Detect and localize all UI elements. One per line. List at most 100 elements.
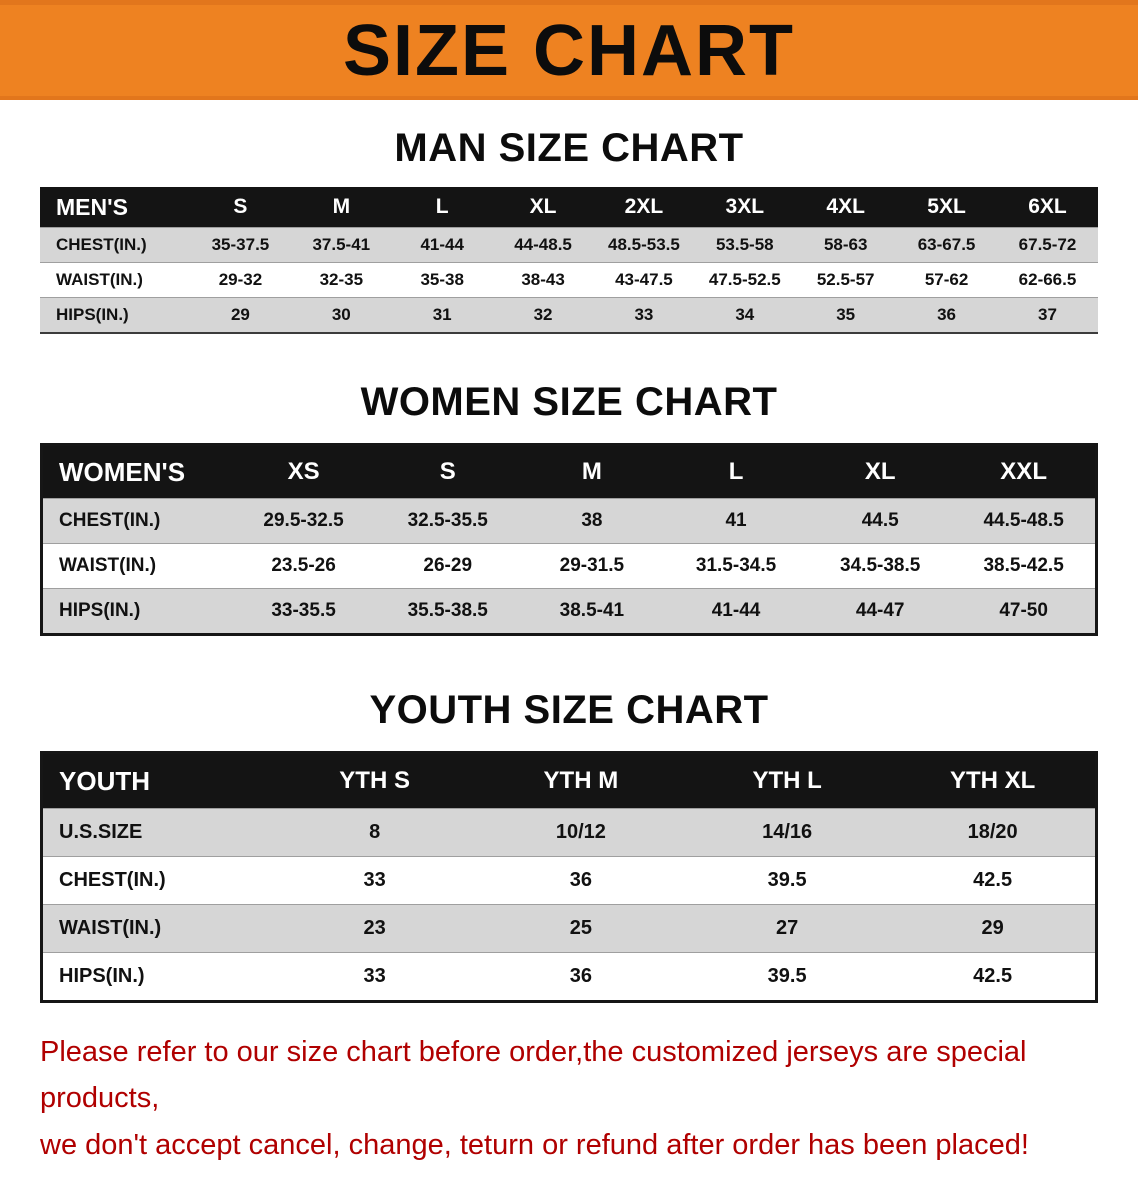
measurement-row: WAIST(IN.) 29-32 32-35 35-38 38-43 43-47.5 47.… (40, 262, 1098, 298)
value-cell: 34.5-38.5 (840, 555, 921, 576)
value-cell: 29 (981, 917, 1004, 939)
value-cell: 42.5 (973, 965, 1013, 987)
value-cell: 33 (363, 965, 386, 987)
value-cell: 39.5 (767, 869, 807, 891)
measurement-row: HIPS(IN.) 29 30 31 32 33 34 35 36 37 (40, 297, 1098, 333)
measurement-row: CHEST(IN.) 35-37.5 37.5-41 41-44 44-48.5 48.5… (40, 227, 1098, 263)
measurement-row: CHEST(IN.) 29.5-32.5 32.5-35.5 38 41 44.5 44.5… (41, 498, 1097, 544)
youth-table-header: YOUTH YTH S YTH M YTH L YTH XL (41, 752, 1097, 809)
table-corner-header-cell: YOUTH (59, 765, 150, 796)
value-cell: 38.5-41 (559, 600, 625, 621)
disclaimer-line-1: Please refer to our size chart before or… (40, 1036, 1027, 1115)
size-header-cell: M (581, 458, 602, 485)
size-header-cell: YTH L (752, 767, 822, 794)
row-label-cell: CHEST(IN.) (59, 869, 166, 891)
youth-section-heading: YOUTH SIZE CHART (369, 688, 769, 732)
value-cell: 41-44 (420, 235, 464, 254)
size-header-cell: XXL (1000, 458, 1047, 485)
value-cell: 36 (937, 305, 957, 324)
value-cell: 38.5-42.5 (983, 555, 1064, 576)
value-cell: 23 (363, 917, 386, 939)
size-header-cell: XS (287, 458, 320, 485)
size-header-cell: 3XL (725, 195, 765, 218)
row-label-cell: WAIST(IN.) (56, 270, 143, 289)
value-cell: 37 (1038, 305, 1057, 324)
measurement-row: WAIST(IN.) 23 25 27 29 (41, 904, 1097, 953)
size-header-cell: M (332, 195, 351, 218)
value-cell: 32-35 (319, 270, 364, 289)
value-cell: 35.5-38.5 (407, 600, 488, 621)
value-cell: 33-35.5 (271, 600, 336, 621)
page-title: SIZE CHART (343, 10, 795, 91)
women-table-body: CHEST(IN.) 29.5-32.5 32.5-35.5 38 41 44.5 44.5… (41, 498, 1097, 635)
value-cell: 44-48.5 (514, 235, 572, 254)
size-header-cell: 5XL (927, 195, 966, 218)
men-size-table: MEN'S S M L XL 2XL 3XL 4XL 5XL 6XL CHEST(IN.) 35-3… (40, 187, 1098, 334)
value-cell: 29.5-32.5 (263, 510, 344, 531)
value-cell: 53.5-58 (715, 235, 774, 254)
row-label-cell: HIPS(IN.) (59, 965, 145, 987)
row-label-cell: U.S.SIZE (59, 821, 143, 843)
value-cell: 30 (331, 305, 351, 324)
size-header-cell: YTH XL (949, 767, 1036, 794)
value-cell: 43-47.5 (615, 270, 673, 289)
value-cell: 10/12 (555, 821, 606, 843)
value-cell: 14/16 (762, 821, 813, 843)
value-cell: 44.5 (861, 510, 899, 531)
value-cell: 18/20 (967, 821, 1018, 843)
value-cell: 25 (569, 917, 592, 939)
value-cell: 29-31.5 (559, 555, 625, 576)
women-size-table: WOMEN'S XS S M L XL XXL CHEST(IN.) 29.5-32.5 32.… (40, 443, 1098, 636)
value-cell: 33 (363, 869, 386, 891)
value-cell: 27 (776, 917, 799, 939)
measurement-row: HIPS(IN.) 33-35.5 35.5-38.5 38.5-41 41-44 44-… (41, 588, 1097, 635)
value-cell: 48.5-53.5 (608, 235, 680, 254)
women-section-heading: WOMEN SIZE CHART (360, 380, 778, 424)
measurement-row: U.S.SIZE 8 10/12 14/16 18/20 (41, 808, 1097, 857)
value-cell: 8 (369, 821, 381, 843)
value-cell: 34 (735, 305, 755, 324)
value-cell: 32 (533, 305, 553, 324)
row-label-cell: CHEST(IN.) (56, 235, 147, 254)
table-corner-header-cell: MEN'S (56, 193, 128, 220)
table-header-row: MEN'S S M L XL 2XL 3XL 4XL 5XL 6XL (40, 187, 1098, 228)
row-label-cell: HIPS(IN.) (56, 305, 129, 324)
value-cell: 35 (836, 305, 856, 324)
value-cell: 44.5-48.5 (983, 510, 1064, 531)
size-header-cell: YTH S (339, 767, 410, 794)
size-header-cell: 6XL (1028, 195, 1067, 218)
value-cell: 39.5 (767, 965, 807, 987)
value-cell: 52.5-57 (816, 270, 875, 289)
disclaimer-line-2: we don't accept cancel, change, teturn o… (40, 1128, 1029, 1161)
size-header-cell: S (233, 195, 248, 218)
size-header-cell: XL (864, 458, 896, 485)
row-label-cell: WAIST(IN.) (59, 917, 162, 939)
table-header-row: WOMEN'S XS S M L XL XXL (41, 444, 1097, 499)
value-cell: 31 (432, 305, 452, 324)
men-table-body: CHEST(IN.) 35-37.5 37.5-41 41-44 44-48.5 48.5… (40, 227, 1098, 333)
men-table-header: MEN'S S M L XL 2XL 3XL 4XL 5XL 6XL (40, 187, 1098, 228)
value-cell: 36 (569, 869, 592, 891)
value-cell: 36 (569, 965, 592, 987)
size-header-cell: S (439, 458, 456, 485)
value-cell: 33 (634, 305, 654, 324)
value-cell: 23.5-26 (271, 555, 336, 576)
value-cell: 67.5-72 (1018, 235, 1077, 254)
size-chart-banner: SIZE CHART (0, 0, 1138, 100)
row-label-cell: HIPS(IN.) (59, 600, 141, 621)
measurement-row: HIPS(IN.) 33 36 39.5 42.5 (41, 952, 1097, 1002)
value-cell: 41-44 (711, 600, 761, 621)
value-cell: 57-62 (924, 270, 969, 289)
value-cell: 29-32 (218, 270, 263, 289)
women-table-header: WOMEN'S XS S M L XL XXL (41, 444, 1097, 499)
value-cell: 35-38 (420, 270, 464, 289)
measurement-row: WAIST(IN.) 23.5-26 26-29 29-31.5 31.5-34.5 34… (41, 543, 1097, 589)
size-header-cell: 2XL (624, 195, 664, 218)
value-cell: 31.5-34.5 (695, 555, 777, 576)
size-header-cell: L (435, 195, 449, 218)
value-cell: 62-66.5 (1018, 270, 1077, 289)
table-corner-header-cell: WOMEN'S (59, 456, 186, 487)
value-cell: 26-29 (423, 555, 473, 576)
value-cell: 32.5-35.5 (407, 510, 488, 531)
size-header-cell: L (728, 458, 744, 485)
